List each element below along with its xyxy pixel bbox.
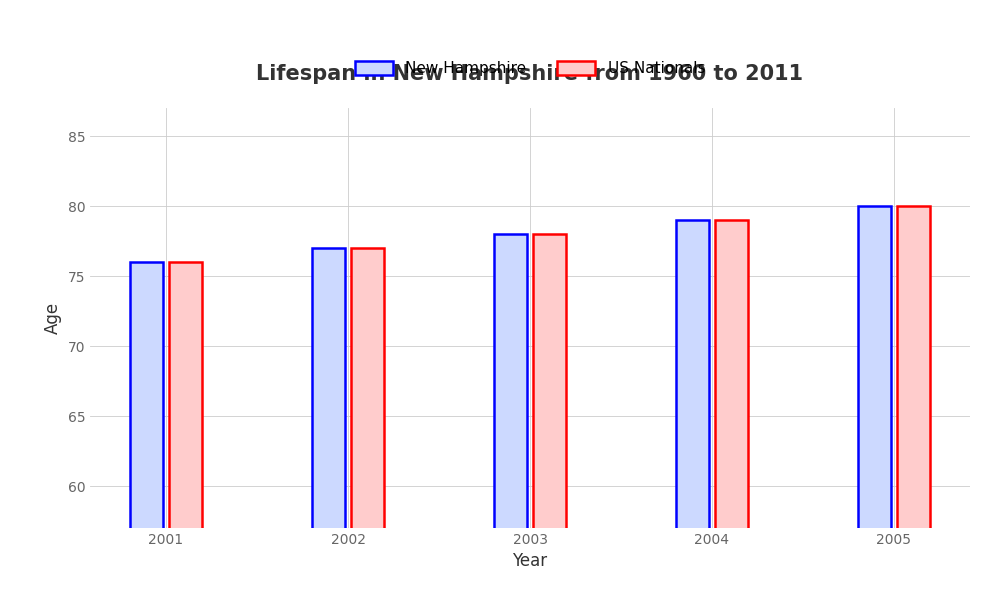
Bar [130, 262, 163, 600]
X-axis label: Year: Year [512, 553, 548, 571]
Bar [858, 206, 891, 600]
Bar [533, 234, 566, 600]
Bar [351, 248, 384, 600]
Bar [715, 220, 748, 600]
Legend: New Hampshire, US Nationals: New Hampshire, US Nationals [355, 61, 705, 76]
Bar [676, 220, 709, 600]
Bar [494, 234, 527, 600]
Y-axis label: Age: Age [44, 302, 62, 334]
Bar [312, 248, 345, 600]
Bar [169, 262, 202, 600]
Bar [897, 206, 930, 600]
Title: Lifespan in New Hampshire from 1960 to 2011: Lifespan in New Hampshire from 1960 to 2… [256, 64, 804, 84]
